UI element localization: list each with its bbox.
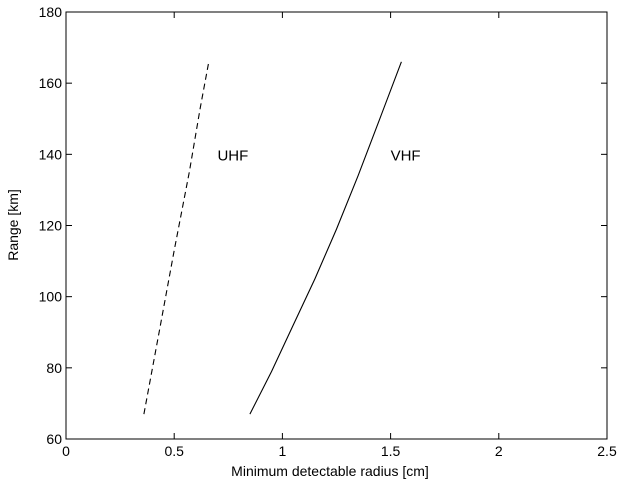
series-annotation: UHF — [217, 147, 248, 164]
y-tick-label: 100 — [39, 289, 63, 305]
x-tick-label: 1 — [279, 443, 287, 459]
y-tick-label: 160 — [39, 75, 63, 91]
plot-frame — [65, 11, 608, 440]
y-tick-label: 80 — [46, 360, 62, 376]
x-tick-label: 0 — [62, 443, 70, 459]
x-axis-title: Minimum detectable radius [cm] — [231, 463, 429, 479]
x-tick-label: 1.5 — [381, 443, 401, 459]
y-axis-title: Range [km] — [5, 189, 21, 261]
ticks-layer: 0 0.5 1 1.5 2 2.5 60 80 100 120 140 160 180 — [39, 4, 617, 459]
series-annotation: VHF — [391, 147, 421, 164]
y-tick-label: 120 — [39, 218, 63, 234]
y-tick-label: 60 — [46, 431, 62, 447]
solid-series-line — [249, 61, 402, 415]
x-tick-label: 0.5 — [164, 443, 184, 459]
y-tick-label: 180 — [39, 4, 63, 20]
x-tick-label: 2.5 — [597, 443, 617, 459]
series-layer — [143, 61, 402, 415]
annotations-layer: UHF VHF — [217, 147, 420, 164]
y-tick-label: 140 — [39, 146, 63, 162]
x-tick-label: 2 — [495, 443, 503, 459]
